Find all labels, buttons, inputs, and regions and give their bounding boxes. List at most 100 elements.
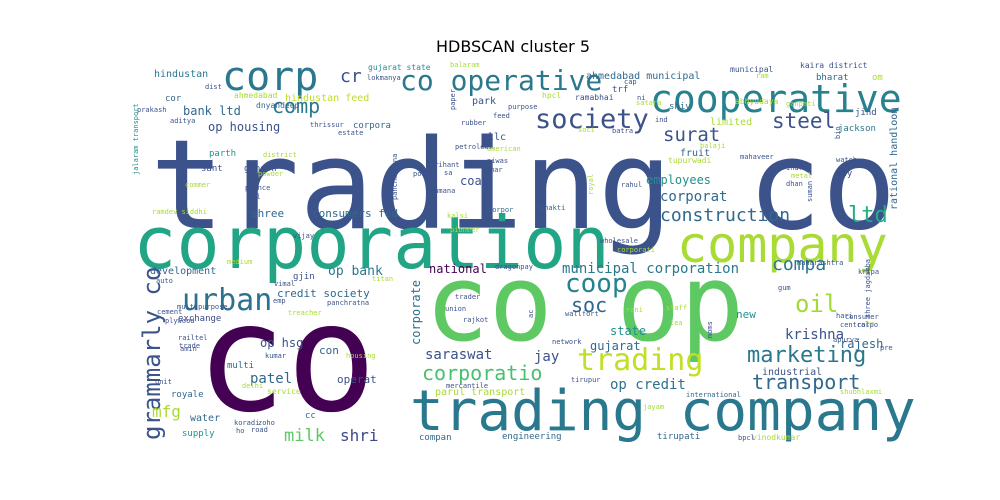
word-multi: multi: [227, 361, 254, 371]
word-trf: trf: [612, 85, 628, 95]
word-om: om: [872, 73, 883, 83]
word-corporat: corporat: [660, 189, 727, 205]
word-op-credit: op credit: [610, 377, 686, 393]
word-patel: patel: [250, 371, 292, 387]
word-jayam: jayam: [643, 403, 664, 411]
word-operat: operat: [337, 373, 377, 386]
word-ram: ram: [756, 72, 769, 80]
word-surat: surat: [663, 124, 720, 146]
word-dist: dist: [205, 83, 222, 91]
word-powder: powder: [258, 170, 283, 178]
word-compa: compa: [772, 254, 826, 275]
word-co-op: co op: [425, 242, 744, 365]
word-ho: ho: [236, 427, 244, 435]
word-hpcl: hpcl: [542, 91, 561, 100]
word-shakti: shakti: [540, 204, 565, 212]
word-ganesh: ganesh: [244, 164, 277, 174]
word-vinodkumar: vinodkumar: [752, 433, 800, 442]
word-soc: soc: [571, 293, 607, 317]
word-sant: sant: [201, 164, 223, 174]
word-industrial: industrial: [762, 367, 822, 378]
word-rahul: rahul: [621, 181, 642, 189]
word-suman: suman: [806, 181, 814, 202]
word-compan: compan: [419, 433, 452, 443]
word-paper: paper: [449, 89, 457, 110]
word-hari: hari: [836, 312, 853, 320]
word-municipal: municipal: [730, 65, 774, 74]
word-soci: soci: [578, 126, 595, 134]
word-cement: cement: [157, 308, 182, 316]
word-royal: royal: [587, 174, 595, 195]
word-gum: gum: [778, 284, 791, 292]
word-ltd: ltd: [848, 203, 888, 228]
word-mahaveer: mahaveer: [740, 153, 774, 161]
word-consumers-fed: consumers fed: [312, 207, 398, 220]
word-housing: housing: [346, 352, 376, 360]
word-coal: coal: [460, 174, 489, 188]
word-park: park: [472, 96, 496, 107]
word-balaram: balaram: [450, 61, 480, 69]
word-feed: feed: [493, 112, 510, 120]
word-tirupati: tirupati: [657, 432, 700, 442]
word-corporati: corporati: [617, 246, 655, 254]
word-sty: sty: [836, 169, 853, 179]
word-new: new: [736, 308, 756, 321]
word-auto: auto: [156, 277, 173, 285]
word-international: international: [686, 391, 741, 399]
word-col: col: [248, 193, 261, 201]
word-development: development: [150, 266, 216, 277]
word-delhi: delhi: [242, 382, 263, 390]
word-op-bank: op bank: [328, 264, 383, 279]
word-road: road: [251, 426, 268, 434]
word-multipurpose: multipurpose: [177, 303, 228, 311]
word-staff: staff: [666, 304, 687, 312]
word-corporatio: corporatio: [422, 361, 542, 385]
word-zoho: zoho: [258, 419, 275, 427]
word-kaira-district: kaira district: [800, 61, 868, 70]
word-watch: watch: [836, 156, 857, 164]
word-municipal-corporation: municipal corporation: [562, 261, 739, 277]
word-american: american: [487, 145, 521, 153]
word-op-hsg: op hsg: [260, 336, 303, 350]
word-consumer: consumer: [845, 313, 879, 321]
word-indra: indra: [786, 164, 807, 172]
word-network: network: [552, 338, 582, 346]
word-hindustan: hindustan: [154, 69, 208, 80]
word-ganpati: ganpati: [786, 100, 816, 108]
word-exchange: exchange: [178, 314, 221, 324]
word-krishna: krishna: [785, 327, 844, 343]
word-panchratna: panchratna: [327, 299, 369, 307]
word-purpose: purpose: [508, 103, 538, 111]
word-mfg: mfg: [152, 402, 181, 421]
word-mercantile: mercantile: [446, 382, 488, 390]
word-satara: satara: [636, 99, 661, 107]
word-gujarat-state: gujarat state: [368, 63, 431, 72]
word-shree: shree: [251, 207, 284, 220]
word-ramabhai: ramabhai: [575, 93, 614, 102]
word-sumana: sumana: [430, 187, 455, 195]
word-abhyudaya: abhyudaya: [735, 97, 779, 106]
word-tupurwadi: tupurwadi: [668, 156, 712, 165]
word-co-operative: co operative: [400, 64, 602, 97]
word-urban: urban: [182, 283, 272, 318]
word-vimal: vimal: [274, 280, 295, 288]
word-ta: ta: [866, 320, 874, 328]
word-water: water: [190, 413, 220, 424]
word-cap: cap: [624, 78, 637, 86]
word-service: service: [267, 387, 301, 396]
word-saraswat: saraswat: [425, 347, 492, 363]
word-shri: shri: [340, 426, 379, 445]
word-shree-jagdamba: shree jagdamba: [864, 259, 872, 318]
word-medium: medium: [227, 258, 252, 266]
word-union: union: [445, 305, 466, 313]
word-bpcl: bpcl: [738, 434, 755, 442]
word-dnyandeep: dnyandeep: [256, 101, 300, 110]
word-con: con: [319, 344, 339, 357]
word-central: central: [840, 321, 870, 329]
word-maharashtra: maharashtra: [797, 259, 843, 267]
word-trading-co: trading co: [150, 114, 897, 258]
word-batra: batra: [612, 127, 633, 135]
word-supply: supply: [182, 429, 215, 439]
chart-title: HDBSCAN cluster 5: [436, 37, 590, 56]
